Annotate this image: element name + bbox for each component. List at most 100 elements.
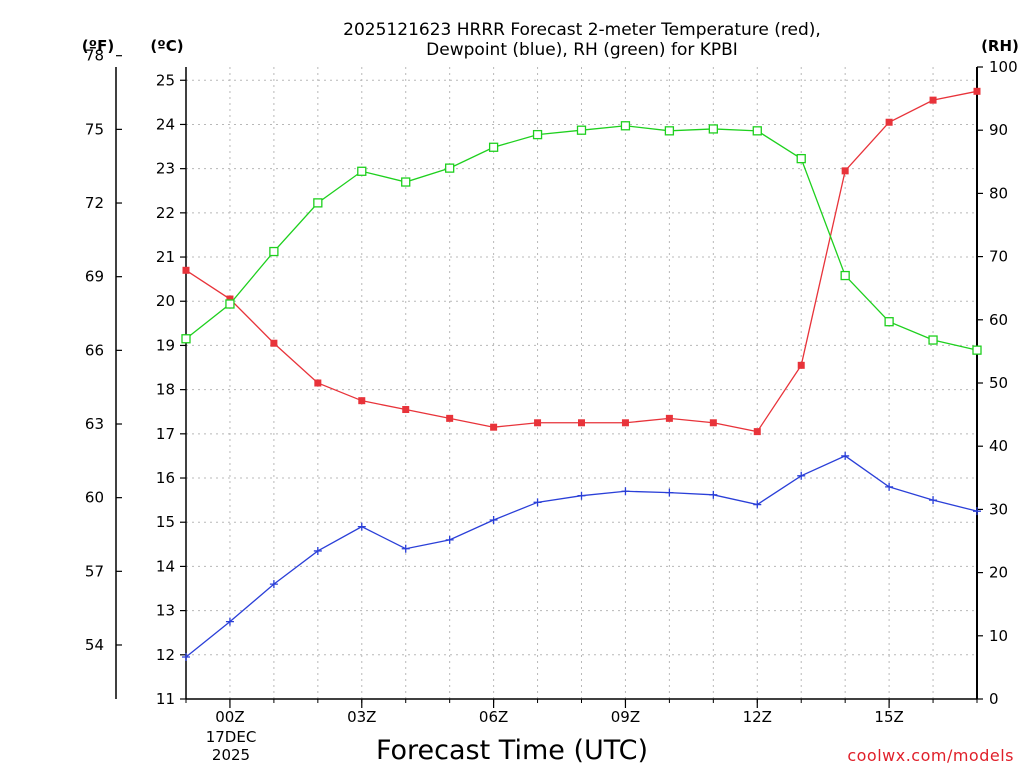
rh-tick-label: 90	[989, 121, 1008, 139]
rh-line	[185, 125, 978, 351]
rh-tick-label: 0	[989, 690, 999, 708]
dewpoint-point	[533, 498, 542, 507]
fahrenheit-tick-label: 66	[85, 341, 104, 359]
rh-point	[269, 246, 279, 257]
axes-layer: 11 12 13 14 15 16 17 18 19 20 21 22 23 24 25 54 57 60 63 66…	[85, 47, 1018, 726]
celsius-tick-label: 25	[156, 71, 175, 89]
rh-tick-label: 30	[989, 500, 1008, 518]
celsius-tick-label: 14	[156, 557, 175, 575]
rh-point	[972, 345, 982, 355]
dewpoint-point	[225, 617, 234, 626]
grid-layer	[186, 67, 978, 700]
temperature-point	[621, 419, 629, 427]
celsius-tick-label: 20	[156, 292, 175, 310]
dewpoint-point	[401, 544, 410, 553]
temperature-point	[270, 339, 278, 347]
rh-tick-label: 50	[989, 374, 1008, 392]
rh-tick-label: 10	[989, 627, 1008, 645]
rh-point	[225, 299, 235, 309]
x-axis-title: Forecast Time (UTC)	[376, 735, 648, 766]
dewpoint-point	[665, 488, 674, 497]
x-tick-label: 00Z	[215, 708, 244, 726]
dewpoint-point	[445, 535, 454, 544]
celsius-tick-label: 23	[156, 160, 175, 178]
rh-point	[181, 334, 191, 344]
rh-tick-label: 100	[989, 58, 1018, 76]
fahrenheit-tick-label: 78	[85, 47, 104, 65]
dewpoint-point	[973, 507, 981, 516]
temperature-point	[490, 423, 498, 431]
temperature-point	[314, 379, 322, 387]
fahrenheit-tick-label: 60	[85, 489, 104, 507]
temperature-point	[841, 167, 849, 175]
celsius-tick-label: 17	[156, 425, 175, 443]
x-tick-label: 03Z	[347, 708, 376, 726]
dewpoint-point	[489, 516, 498, 525]
fahrenheit-tick-label: 57	[85, 562, 104, 580]
rh-point	[796, 153, 806, 164]
dewpoint-point	[841, 451, 850, 460]
celsius-tick-label: 11	[156, 690, 175, 708]
celsius-tick-label: 16	[156, 469, 175, 487]
rh-point	[752, 126, 762, 136]
fahrenheit-unit-label: (ºF)	[82, 37, 114, 55]
celsius-unit-label: (ºC)	[150, 37, 183, 55]
rh-point	[620, 121, 631, 131]
x-date-label-year: 2025	[212, 746, 250, 764]
dewpoint-point	[269, 580, 278, 589]
celsius-tick-label: 24	[156, 115, 175, 133]
rh-point	[928, 335, 938, 345]
chart-title-line1: 2025121623 HRRR Forecast 2-meter Tempera…	[343, 20, 821, 40]
celsius-tick-label: 19	[156, 336, 175, 354]
temperature-point	[973, 87, 981, 95]
credit-text: coolwx.com/models	[847, 746, 1014, 765]
celsius-tick-label: 13	[156, 602, 175, 620]
temperature-point	[797, 361, 805, 369]
rh-point	[708, 124, 718, 134]
rh-tick-label: 20	[989, 564, 1008, 582]
dewpoint-point	[313, 546, 322, 555]
rh-point	[401, 177, 411, 187]
temperature-point	[182, 266, 190, 274]
dewpoint-point	[929, 496, 938, 505]
rh-unit-label: (RH)	[981, 37, 1019, 55]
temperature-point	[402, 406, 410, 414]
rh-point	[488, 142, 499, 152]
rh-point	[576, 125, 587, 135]
celsius-tick-label: 15	[156, 513, 175, 531]
rh-tick-label: 40	[989, 437, 1008, 455]
fahrenheit-tick-label: 54	[85, 636, 104, 654]
x-tick-label: 15Z	[874, 708, 903, 726]
rh-tick-label: 80	[989, 184, 1008, 202]
dewpoint-point	[885, 482, 894, 491]
celsius-tick-label: 18	[156, 381, 175, 399]
x-date-label-day: 17DEC	[206, 728, 257, 746]
dewpoint-point	[797, 471, 806, 480]
rh-point	[357, 166, 367, 176]
fahrenheit-tick-label: 69	[85, 268, 104, 286]
x-tick-label: 06Z	[479, 708, 508, 726]
dewpoint-point	[753, 500, 762, 509]
rh-tick-label: 60	[989, 311, 1008, 329]
celsius-tick-label: 21	[156, 248, 175, 266]
x-tick-label: 09Z	[611, 708, 640, 726]
dewpoint-point	[621, 487, 630, 496]
rh-point	[664, 126, 675, 136]
fahrenheit-tick-label: 75	[85, 120, 104, 138]
temperature-point	[753, 428, 761, 436]
temperature-point	[885, 118, 893, 126]
celsius-tick-label: 12	[156, 646, 175, 664]
temperature-point	[358, 397, 366, 405]
rh-point	[445, 163, 455, 173]
celsius-tick-label: 22	[156, 204, 175, 222]
chart-title-line2: Dewpoint (blue), RH (green) for KPBI	[426, 40, 738, 60]
dewpoint-point	[182, 653, 190, 662]
rh-point	[840, 270, 850, 281]
temperature-point	[665, 414, 673, 422]
fahrenheit-tick-label: 72	[85, 194, 104, 212]
dewpoint-point	[577, 491, 586, 500]
temperature-point	[226, 295, 234, 303]
dewpoint-point	[357, 522, 366, 531]
rh-point	[884, 317, 894, 327]
